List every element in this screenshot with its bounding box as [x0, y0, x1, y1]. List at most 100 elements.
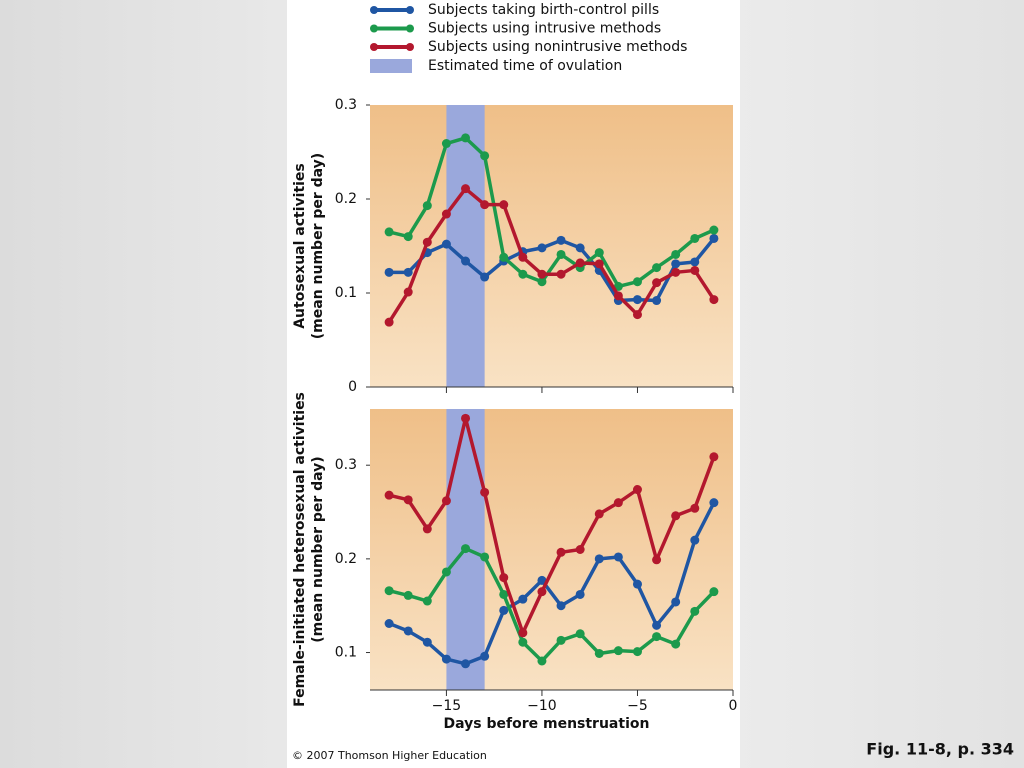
- data-point: [518, 637, 528, 647]
- data-point: [575, 258, 585, 268]
- data-point: [594, 248, 604, 258]
- data-point: [403, 267, 413, 277]
- y-axis-label: (mean number per day): [310, 153, 326, 339]
- data-point: [499, 200, 509, 210]
- data-point: [556, 601, 566, 611]
- data-point: [690, 535, 700, 545]
- series-line: [388, 416, 716, 635]
- data-point: [632, 277, 642, 287]
- data-point: [613, 646, 623, 656]
- data-point: [480, 200, 490, 210]
- data-point: [499, 605, 509, 615]
- data-point: [441, 209, 451, 219]
- data-point: [537, 656, 547, 666]
- y-tick-label: 0.1: [335, 285, 357, 301]
- data-point: [537, 269, 547, 279]
- data-point: [652, 620, 662, 630]
- data-point: [480, 487, 490, 497]
- data-point: [690, 606, 700, 616]
- data-point: [403, 590, 413, 600]
- data-point: [575, 629, 585, 639]
- data-point: [556, 235, 566, 245]
- legend-label: Subjects using nonintrusive methods: [428, 39, 687, 55]
- data-point: [441, 496, 451, 506]
- legend-dot: [370, 24, 378, 33]
- data-point: [537, 243, 547, 253]
- data-point: [690, 257, 700, 267]
- data-point: [461, 133, 471, 143]
- y-tick-label: 0.3: [335, 97, 357, 113]
- data-point: [384, 267, 394, 277]
- data-point: [403, 626, 413, 636]
- data-point: [441, 139, 451, 149]
- legend-dot: [406, 24, 414, 33]
- ovulation-band: [446, 105, 485, 387]
- x-axis-label: Days before menstruation: [444, 716, 650, 732]
- legend-dot: [370, 6, 378, 14]
- data-point: [384, 490, 394, 500]
- data-point: [575, 589, 585, 599]
- y-axis-label: (mean number per day): [310, 456, 326, 642]
- data-point: [422, 596, 432, 606]
- y-axis-label: Autosexual activities: [292, 163, 308, 329]
- data-point: [709, 587, 719, 597]
- data-point: [690, 503, 700, 513]
- data-point: [632, 310, 642, 320]
- data-point: [384, 317, 394, 327]
- data-point: [671, 639, 681, 649]
- data-point: [537, 575, 547, 585]
- y-tick-label: 0.2: [335, 551, 357, 567]
- data-point: [403, 287, 413, 297]
- data-point: [709, 452, 719, 462]
- data-point: [613, 498, 623, 508]
- copyright: © 2007 Thomson Higher Education: [292, 749, 487, 762]
- data-point: [422, 637, 432, 647]
- data-point: [671, 249, 681, 259]
- data-point: [480, 651, 490, 661]
- data-point: [594, 554, 604, 564]
- legend-dot: [406, 6, 414, 14]
- legend-label: Subjects taking birth-control pills: [428, 2, 659, 18]
- data-point: [613, 291, 623, 301]
- data-point: [690, 233, 700, 243]
- data-point: [461, 413, 471, 423]
- data-point: [403, 232, 413, 242]
- data-point: [690, 265, 700, 275]
- data-point: [652, 632, 662, 642]
- data-point: [556, 547, 566, 557]
- data-point: [594, 259, 604, 269]
- data-point: [403, 495, 413, 505]
- data-point: [556, 269, 566, 279]
- data-point: [575, 243, 585, 253]
- data-point: [652, 555, 662, 565]
- data-point: [422, 524, 432, 534]
- x-tick-label: 0: [729, 698, 738, 714]
- data-point: [518, 252, 528, 262]
- data-point: [671, 267, 681, 277]
- data-point: [441, 654, 451, 664]
- caption: Fig. 11-8, p. 334: [866, 740, 1014, 759]
- data-point: [384, 618, 394, 628]
- data-point: [441, 567, 451, 577]
- data-point: [575, 545, 585, 554]
- data-point: [632, 647, 642, 657]
- data-point: [652, 278, 662, 288]
- data-point: [613, 552, 623, 562]
- data-point: [537, 277, 547, 287]
- data-point: [461, 256, 471, 266]
- data-point: [518, 269, 528, 279]
- data-point: [499, 252, 509, 262]
- x-tick-label: −10: [527, 698, 557, 714]
- y-tick-label: 0: [348, 379, 357, 395]
- data-point: [709, 225, 719, 235]
- data-point: [518, 628, 528, 638]
- x-tick-label: −5: [627, 698, 648, 714]
- data-point: [441, 239, 451, 249]
- data-point: [556, 249, 566, 259]
- y-tick-label: 0.3: [335, 457, 357, 473]
- data-point: [556, 635, 566, 645]
- data-point: [480, 272, 490, 282]
- data-point: [480, 552, 490, 562]
- data-point: [422, 201, 432, 211]
